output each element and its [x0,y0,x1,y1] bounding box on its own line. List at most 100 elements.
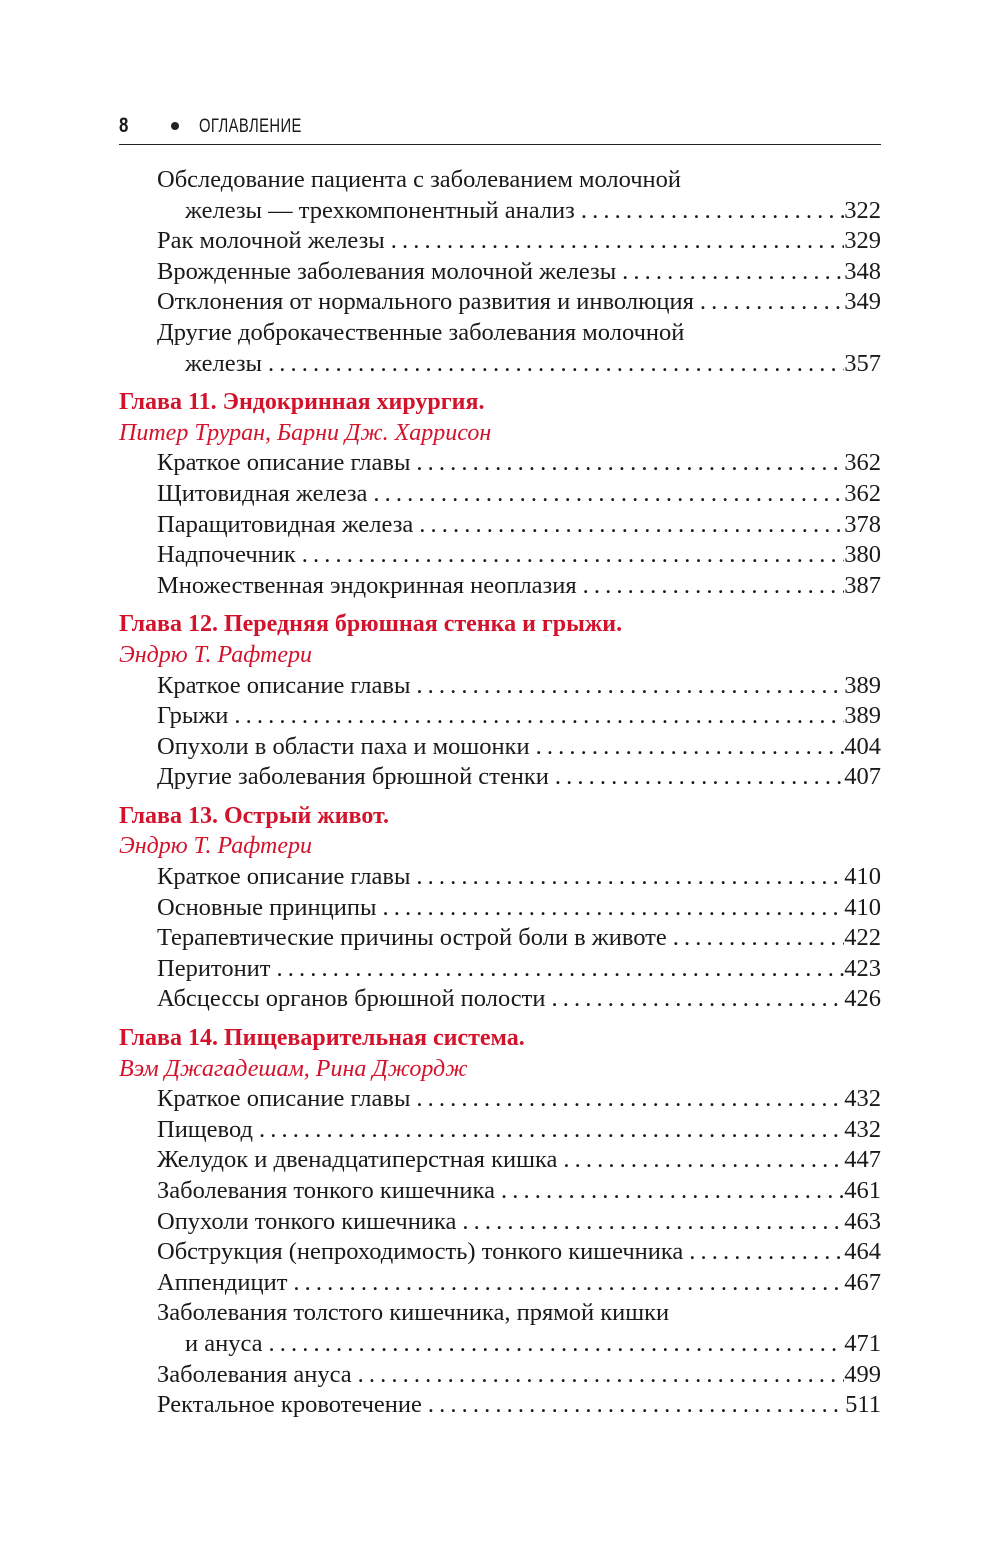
chapter-authors: Вэм Джагадешам, Рина Джордж [119,1055,468,1082]
entry-title: Краткое описание главы [157,449,411,477]
toc-entry-line[interactable]: Опухоли тонкого кишечника 463 [119,1207,881,1238]
dot-leader [391,226,845,257]
dot-leader [501,1176,844,1207]
entry-title: Желудок и двенадцатиперстная кишка [157,1146,558,1174]
toc-entry-line: Обследование пациента с заболеванием мол… [119,165,881,196]
entry-page-number: 329 [844,227,881,255]
entry-page-number: 357 [844,349,881,377]
table-of-contents: Обследование пациента с заболеванием мол… [119,165,881,1421]
entry-title: Врожденные заболевания молочной железы [157,257,617,285]
toc-entry-line[interactable]: и ануса 471 [119,1329,881,1360]
toc-entry-line[interactable]: Множественная эндокринная неоплазия 387 [119,571,881,602]
toc-entry-line[interactable]: Желудок и двенадцатиперстная кишка 447 [119,1145,881,1176]
toc-entry-line[interactable]: железы 357 [119,349,881,380]
toc-entry-line[interactable]: Надпочечник 380 [119,540,881,571]
dot-leader [536,732,845,763]
entry-title: Щитовидная железа [157,479,368,507]
bullet-icon [171,122,179,130]
entry-title: Краткое описание главы [157,863,411,891]
toc-entry-line[interactable]: Грыжи 389 [119,701,881,732]
entry-title: Отклонения от нормального развития и инв… [157,288,694,316]
entry-page-number: 426 [844,985,881,1013]
dot-leader [373,479,844,510]
dot-leader [293,1268,844,1299]
entry-page-number: 511 [845,1391,881,1419]
entry-page-number: 410 [844,863,881,891]
toc-entry-line[interactable]: Аппендицит 467 [119,1268,881,1299]
toc-entry-line[interactable]: Краткое описание главы 362 [119,448,881,479]
toc-entry-line[interactable]: Терапевтические причины острой боли в жи… [119,923,881,954]
entry-page-number: 471 [844,1329,881,1357]
entry-title: Другие доброкачественные заболевания мол… [157,318,685,346]
entry-page-number: 404 [844,732,881,760]
dot-leader [581,196,844,227]
entry-title: железы [185,349,263,377]
toc-entry-line[interactable]: Опухоли в области паха и мошонки 404 [119,732,881,763]
dot-leader [552,984,845,1015]
dot-leader [689,1237,844,1268]
toc-entry-line[interactable]: Обструкция (непроходимость) тонкого кише… [119,1237,881,1268]
entry-page-number: 348 [844,257,881,285]
entry-page-number: 349 [844,288,881,316]
toc-entry-line[interactable]: Краткое описание главы 389 [119,671,881,702]
toc-entry-line[interactable]: Отклонения от нормального развития и инв… [119,287,881,318]
entry-title: Заболевания тонкого кишечника [157,1177,495,1204]
entry-title: Надпочечник [157,541,296,569]
entry-title: Краткое описание главы [157,1085,411,1113]
toc-entry-line[interactable]: Основные принципы 410 [119,893,881,924]
dot-leader [416,862,844,893]
running-header: 8 ОГЛАВЛЕНИЕ [119,114,881,145]
dot-leader [416,448,844,479]
toc-entry-line[interactable]: Врожденные заболевания молочной железы 34… [119,257,881,288]
toc-entry-line[interactable]: Другие заболевания брюшной стенки 407 [119,762,881,793]
entry-title: Абсцессы органов брюшной полости [157,985,546,1013]
dot-leader [700,287,844,318]
toc-entry-line[interactable]: Паращитовидная железа 378 [119,510,881,541]
entry-title: железы — трехкомпонентный анализ [185,196,575,224]
dot-leader [234,701,844,732]
toc-entry-line[interactable]: Абсцессы органов брюшной полости 426 [119,984,881,1015]
dot-leader [583,571,845,602]
entry-page-number: 362 [844,449,881,477]
dot-leader [382,893,844,924]
entry-title: Заболевания толстого кишечника, прямой к… [157,1299,670,1327]
dot-leader [358,1360,845,1391]
dot-leader [268,349,844,380]
dot-leader [555,762,844,793]
dot-leader [563,1145,844,1176]
entry-page-number: 407 [844,763,881,791]
toc-entry-line[interactable]: Ректальное кровотечение 511 [119,1390,881,1421]
dot-leader [269,1329,845,1360]
chapter-authors: Эндрю Т. Рафтери [119,833,312,860]
entry-title: Пищевод [157,1115,253,1143]
toc-entry-line[interactable]: Заболевания тонкого кишечника 461 [119,1176,881,1207]
toc-entry-line[interactable]: Краткое описание главы 432 [119,1084,881,1115]
dot-leader [673,923,845,954]
dot-leader [428,1390,845,1421]
dot-leader [277,954,845,985]
entry-title: Обструкция (непроходимость) тонкого кише… [157,1238,684,1266]
entry-page-number: 461 [844,1177,881,1204]
toc-entry-line[interactable]: Краткое описание главы 410 [119,862,881,893]
toc-entry-line[interactable]: Заболевания ануса 499 [119,1360,881,1391]
chapter-authors: Эндрю Т. Рафтери [119,641,312,668]
entry-page-number: 389 [844,671,881,699]
entry-title: Основные принципы [157,893,377,921]
entry-title: Аппендицит [157,1268,288,1296]
dot-leader [259,1115,844,1146]
dot-leader [416,1084,844,1115]
entry-page-number: 410 [844,893,881,921]
entry-page-number: 389 [844,702,881,730]
entry-page-number: 362 [844,479,881,507]
chapter-authors: Питер Труран, Барни Дж. Харрисон [119,419,492,446]
toc-entry-line[interactable]: Щитовидная железа 362 [119,479,881,510]
toc-entry-line[interactable]: железы — трехкомпонентный анализ 322 [119,196,881,227]
chapter-title: Глава 13. Острый живот. [119,802,389,829]
toc-entry-line[interactable]: Пищевод 432 [119,1115,881,1146]
entry-title: Опухоли тонкого кишечника [157,1207,457,1235]
dot-leader [302,540,844,571]
entry-page-number: 387 [844,571,881,599]
toc-entry-line[interactable]: Перитонит 423 [119,954,881,985]
entry-title: и ануса [185,1329,263,1357]
toc-entry-line[interactable]: Рак молочной железы 329 [119,226,881,257]
